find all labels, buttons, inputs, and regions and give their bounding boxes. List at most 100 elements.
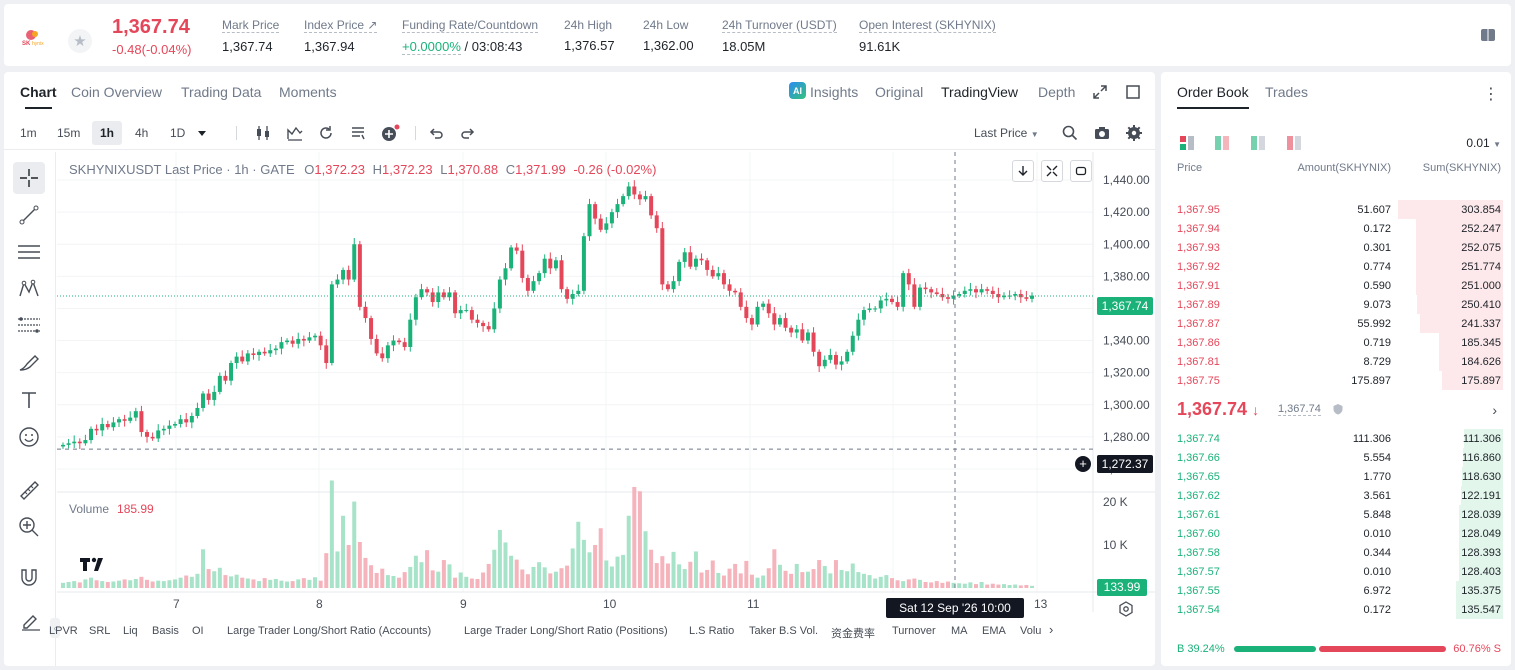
candle-body	[559, 260, 564, 290]
settings-gear-icon[interactable]	[1125, 124, 1143, 142]
camera-icon[interactable]	[1093, 124, 1111, 142]
timeframe-4h[interactable]: 4h	[135, 126, 149, 140]
tab-trades[interactable]: Trades	[1265, 84, 1309, 100]
tab-original[interactable]: Original	[875, 84, 924, 100]
timeframe-1d[interactable]: 1D	[170, 126, 186, 140]
bid-row[interactable]: 1,367.54 0.172 135.547	[1161, 600, 1511, 619]
edit-icon[interactable]	[20, 611, 42, 631]
add-indicator-icon[interactable]	[381, 124, 401, 142]
crosshair-tool[interactable]	[13, 162, 45, 194]
chart-settings-icon[interactable]	[1118, 601, 1134, 617]
tick-size-select[interactable]: 0.01 ▼	[1466, 136, 1501, 150]
indicator-funding-rate[interactable]: 资金费率	[831, 628, 875, 640]
tab-coin-overview[interactable]: Coin Overview	[71, 84, 163, 100]
ask-row[interactable]: 1,367.94 0.172 252.247	[1161, 219, 1511, 238]
indicator-ma[interactable]: MA	[951, 625, 968, 637]
bid-row[interactable]: 1,367.61 5.848 128.039	[1161, 505, 1511, 524]
undo-icon[interactable]	[427, 124, 445, 142]
templates-icon[interactable]	[349, 124, 367, 142]
indicator-oi[interactable]: OI	[192, 625, 204, 637]
tab-moments[interactable]: Moments	[279, 84, 337, 100]
fit-button[interactable]	[1041, 160, 1063, 182]
bid-row[interactable]: 1,367.57 0.010 128.403	[1161, 562, 1511, 581]
ruler-tool[interactable]	[13, 474, 45, 506]
time-tick-label: 10	[603, 597, 617, 611]
chevron-right-icon[interactable]: ›	[1049, 622, 1054, 637]
view-both-icon[interactable]	[1179, 135, 1195, 151]
stat-index-price[interactable]: Index Price ↗ 1,367.94	[304, 18, 378, 54]
timeframe-1m[interactable]: 1m	[20, 126, 37, 140]
horizontal-lines-tool[interactable]	[13, 236, 45, 268]
indicator-basis[interactable]: Basis	[152, 625, 179, 637]
fib-tool[interactable]	[13, 310, 45, 342]
view-bids-icon[interactable]	[1214, 135, 1230, 151]
zoom-tool[interactable]	[13, 511, 45, 543]
indicator-liq[interactable]: Liq	[123, 625, 138, 637]
trend-line-tool[interactable]	[13, 199, 45, 231]
replay-icon[interactable]	[317, 124, 335, 142]
volume-bar	[833, 560, 838, 588]
favorite-star-icon[interactable]: ★	[68, 29, 92, 53]
bid-row[interactable]: 1,367.74 111.306 111.306	[1161, 429, 1511, 448]
search-icon[interactable]	[1061, 124, 1079, 142]
pattern-tool[interactable]	[13, 273, 45, 305]
brush-tool[interactable]	[13, 347, 45, 379]
view-buy-only-icon[interactable]	[1250, 135, 1266, 151]
add-alert-icon[interactable]: +	[1075, 456, 1091, 472]
ask-row[interactable]: 1,367.75 175.897 175.897	[1161, 371, 1511, 390]
bid-row[interactable]: 1,367.60 0.010 128.049	[1161, 524, 1511, 543]
candle-type-icon[interactable]	[254, 124, 272, 142]
collapse-handle[interactable]: ‹	[50, 618, 60, 638]
ask-row[interactable]: 1,367.86 0.719 185.345	[1161, 333, 1511, 352]
indicator-volume[interactable]: Volu	[1020, 625, 1042, 637]
indicator-ls-ratio[interactable]: L.S Ratio	[689, 625, 735, 637]
indicator-srl[interactable]: SRL	[89, 625, 111, 637]
chevron-right-icon[interactable]: ›	[1492, 402, 1497, 418]
tab-depth[interactable]: Depth	[1038, 84, 1076, 100]
timeframe-1h[interactable]: 1h	[92, 121, 123, 145]
indicator-lpvr[interactable]: LPVR	[49, 625, 78, 637]
bid-row[interactable]: 1,367.65 1.770 118.630	[1161, 467, 1511, 486]
ask-row[interactable]: 1,367.89 9.073 250.410	[1161, 295, 1511, 314]
bid-row[interactable]: 1,367.62 3.561 122.191	[1161, 486, 1511, 505]
ask-sum: 175.897	[1461, 375, 1501, 387]
ask-row[interactable]: 1,367.87 55.992 241.337	[1161, 314, 1511, 333]
bid-row[interactable]: 1,367.66 5.554 116.860	[1161, 448, 1511, 467]
ask-row[interactable]: 1,367.92 0.774 251.774	[1161, 257, 1511, 276]
indicator-turnover[interactable]: Turnover	[892, 625, 936, 637]
indicator-ema[interactable]: EMA	[982, 625, 1006, 637]
book-icon[interactable]	[1479, 26, 1497, 44]
text-tool[interactable]	[13, 384, 45, 416]
ask-row[interactable]: 1,367.93 0.301 252.075	[1161, 238, 1511, 257]
timeframe-15m[interactable]: 15m	[57, 126, 81, 140]
candle-body	[139, 411, 144, 433]
tab-order-book[interactable]: Order Book	[1177, 84, 1249, 109]
scroll-down-button[interactable]	[1012, 160, 1034, 182]
indicator-taker-bs-vol[interactable]: Taker B.S Vol.	[749, 625, 819, 637]
tab-chart[interactable]: Chart	[20, 84, 57, 109]
more-options-icon[interactable]: ⋮	[1483, 86, 1499, 103]
tab-trading-data[interactable]: Trading Data	[181, 84, 262, 100]
indicator-icon[interactable]	[286, 124, 304, 142]
tab-insights[interactable]: Insights	[810, 84, 859, 100]
redo-icon[interactable]	[459, 124, 477, 142]
time-tick-label: 13	[1034, 597, 1048, 611]
magnet-tool[interactable]	[13, 562, 45, 594]
indicator-lt-positions[interactable]: Large Trader Long/Short Ratio (Positions…	[464, 625, 668, 637]
ask-row[interactable]: 1,367.81 8.729 184.626	[1161, 352, 1511, 371]
bid-row[interactable]: 1,367.55 6.972 135.375	[1161, 581, 1511, 600]
ask-row[interactable]: 1,367.95 51.607 303.854	[1161, 200, 1511, 219]
ask-price: 1,367.86	[1177, 337, 1220, 349]
indicator-lt-accounts[interactable]: Large Trader Long/Short Ratio (Accounts)	[227, 625, 432, 637]
chart-plot-area[interactable]: 1,440.001,420.001,400.001,380.001,360.00…	[57, 152, 1155, 612]
tab-tradingview[interactable]: TradingView	[941, 84, 1019, 100]
view-sell-only-icon[interactable]	[1286, 135, 1302, 151]
timeframe-dropdown-icon[interactable]	[197, 128, 207, 138]
emoji-tool[interactable]	[13, 421, 45, 453]
refresh-button[interactable]	[1070, 160, 1092, 182]
bid-row[interactable]: 1,367.58 0.344 128.393	[1161, 543, 1511, 562]
window-icon[interactable]	[1126, 85, 1140, 99]
expand-icon[interactable]	[1093, 85, 1107, 99]
price-type-select[interactable]: Last Price ▼	[974, 126, 1039, 140]
ask-row[interactable]: 1,367.91 0.590 251.000	[1161, 276, 1511, 295]
